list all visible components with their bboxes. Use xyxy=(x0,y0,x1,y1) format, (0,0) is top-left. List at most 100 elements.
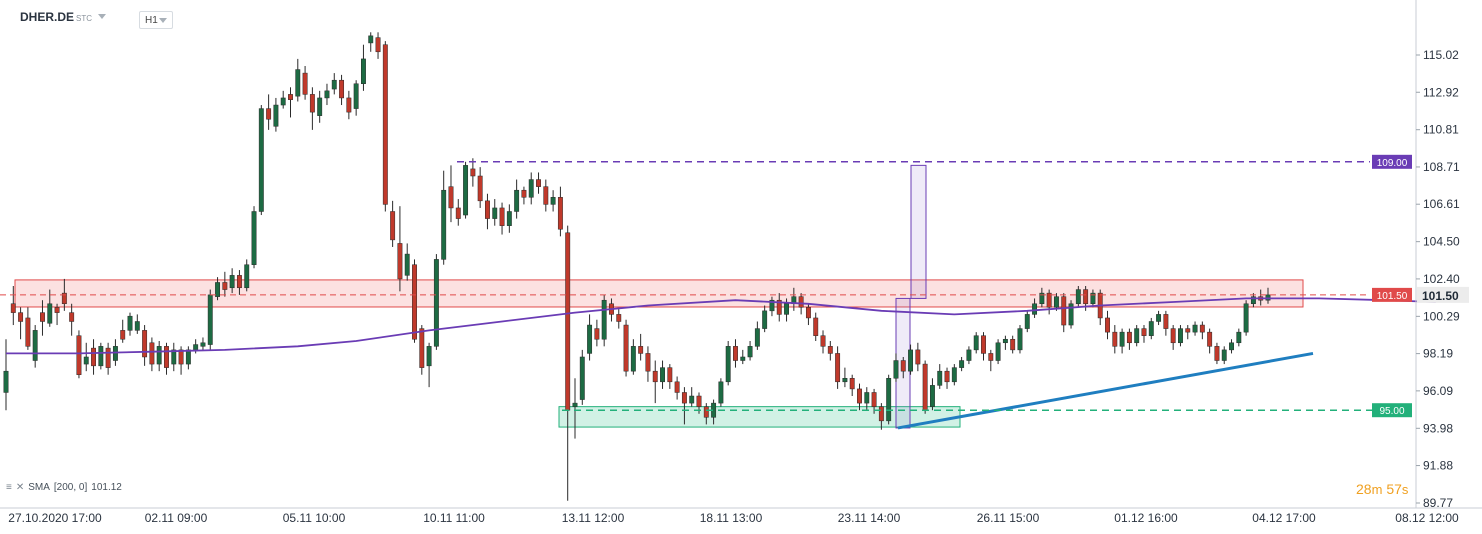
menu-icon[interactable]: ≡ xyxy=(6,482,12,493)
candle-down xyxy=(1046,292,1052,308)
candle-up xyxy=(514,189,520,212)
candle-up xyxy=(1250,296,1256,305)
candle-down xyxy=(18,312,24,322)
candle-up xyxy=(1032,303,1038,315)
candle-up xyxy=(1068,303,1074,326)
candle-up xyxy=(1178,328,1183,344)
candle-down xyxy=(142,330,148,358)
y-tick-label: 100.29 xyxy=(1423,309,1460,323)
candle-up xyxy=(426,346,432,367)
candle-up xyxy=(660,367,665,383)
candle-up xyxy=(324,90,330,99)
candle-up xyxy=(1243,303,1249,333)
countdown-minutes: 28 xyxy=(1356,481,1372,497)
candle-up xyxy=(331,79,337,90)
candle-up xyxy=(784,303,789,315)
y-tick-label: 93.98 xyxy=(1423,421,1453,435)
indicator-label: SMA xyxy=(28,482,50,493)
candle-up xyxy=(215,282,220,297)
candle-down xyxy=(871,392,877,407)
candle-down xyxy=(652,370,658,383)
candle-up xyxy=(441,189,447,260)
target-level-tag: 109.00 xyxy=(1377,158,1408,169)
candle-down xyxy=(1163,314,1169,329)
candle-down xyxy=(412,264,417,340)
candle-down xyxy=(616,314,622,322)
last-price-label: 101.50 xyxy=(1422,289,1459,303)
candle-up xyxy=(258,108,264,212)
candle-up xyxy=(762,310,768,329)
source-label[interactable]: STC xyxy=(76,14,92,23)
candle-down xyxy=(266,108,272,120)
candle-down xyxy=(827,346,833,354)
candle-down xyxy=(499,207,505,226)
candle-up xyxy=(207,294,213,345)
candle-down xyxy=(485,200,490,219)
indicator-params: [200, 0] xyxy=(53,482,88,493)
close-icon[interactable]: ✕ xyxy=(15,482,25,493)
timeframe-select[interactable]: H1 xyxy=(139,11,173,29)
candle-up xyxy=(966,349,972,361)
candle-down xyxy=(857,388,862,404)
indicator-legend[interactable]: ≡ ✕ SMA [200, 0] 101.12 xyxy=(6,482,122,493)
candle-up xyxy=(1054,296,1059,308)
candle-down xyxy=(40,312,45,322)
candle-up xyxy=(864,392,870,404)
candle-down xyxy=(1141,328,1147,336)
candle-up xyxy=(929,385,935,407)
candle-up xyxy=(1090,292,1096,305)
x-tick-label: 08.12 12:00 xyxy=(1395,511,1459,525)
timeframe-value: H1 xyxy=(145,14,158,26)
candle-down xyxy=(543,186,549,205)
candle-up xyxy=(572,402,578,407)
countdown-seconds-unit: s xyxy=(1401,482,1409,497)
candle-up xyxy=(973,335,979,351)
candle-up xyxy=(587,324,593,354)
y-tick-label: 89.77 xyxy=(1423,496,1453,510)
candle-up xyxy=(740,356,746,361)
overlays: 109.00 101.50 95.00 xyxy=(0,154,1436,430)
candle-up xyxy=(754,328,760,347)
candle-up xyxy=(295,69,301,97)
candle-up xyxy=(404,253,410,276)
candle-down xyxy=(835,353,841,383)
candle-down xyxy=(302,72,308,95)
candle-down xyxy=(149,342,155,365)
candle-down xyxy=(1170,328,1176,344)
chevron-down-icon[interactable] xyxy=(98,14,106,19)
candle-down xyxy=(805,307,811,319)
candle-down xyxy=(346,97,352,113)
candle-down xyxy=(733,346,738,361)
candle-up xyxy=(156,346,162,365)
chevron-down-icon xyxy=(159,18,167,23)
y-tick-label: 112.92 xyxy=(1423,85,1459,99)
candle-up xyxy=(171,349,177,365)
candle-up xyxy=(251,211,257,265)
candle-up xyxy=(630,346,636,372)
symbol-label[interactable]: DHER.DE xyxy=(20,10,75,24)
candle-up xyxy=(185,349,191,365)
price-level-tag: 101.50 xyxy=(1377,291,1408,302)
indicator-value: 101.12 xyxy=(91,482,122,493)
candle-down xyxy=(944,370,950,383)
candle-up xyxy=(280,97,286,106)
candle-down xyxy=(470,168,476,177)
candle-down xyxy=(696,395,702,407)
candle-up xyxy=(937,370,943,386)
candle-up xyxy=(244,264,250,289)
candle-down xyxy=(922,363,928,411)
last-price-bg xyxy=(1417,286,1469,303)
candle-up xyxy=(127,315,133,331)
candle-down xyxy=(849,378,855,390)
candle-up xyxy=(842,378,848,383)
candle-down xyxy=(25,317,31,347)
candle-up xyxy=(893,360,899,379)
candle-down xyxy=(222,282,228,290)
candle-up xyxy=(1236,331,1242,344)
candle-up xyxy=(769,299,775,312)
candle-down xyxy=(61,292,67,305)
y-tick-label: 96.09 xyxy=(1423,384,1453,398)
y-tick-label: 91.88 xyxy=(1423,459,1453,473)
x-tick-label: 13.11 12:00 xyxy=(562,511,625,525)
